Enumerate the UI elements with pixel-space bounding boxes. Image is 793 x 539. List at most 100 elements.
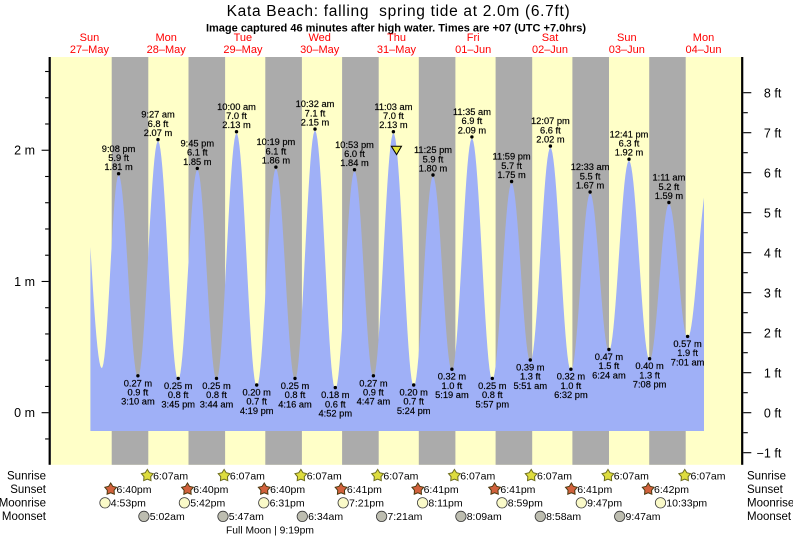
svg-text:11:59 pm: 11:59 pm — [493, 152, 531, 162]
svg-text:1.3 ft: 1.3 ft — [520, 372, 541, 382]
svg-text:6:07am: 6:07am — [691, 470, 726, 482]
svg-text:1.59 m: 1.59 m — [655, 191, 684, 201]
svg-text:Sun: Sun — [80, 32, 100, 44]
svg-text:0.25 m: 0.25 m — [281, 381, 310, 391]
svg-text:5:51 am: 5:51 am — [514, 381, 548, 391]
svg-text:−1 ft: −1 ft — [757, 447, 782, 461]
svg-text:0.6 ft: 0.6 ft — [325, 399, 346, 409]
svg-text:6:40pm: 6:40pm — [270, 484, 305, 496]
svg-text:6:41pm: 6:41pm — [347, 484, 382, 496]
svg-text:8:58am: 8:58am — [546, 511, 581, 523]
svg-text:4:16 am: 4:16 am — [278, 399, 312, 409]
svg-text:28–May: 28–May — [147, 44, 187, 56]
svg-text:6.8 ft: 6.8 ft — [148, 119, 169, 129]
svg-text:6:07am: 6:07am — [153, 470, 188, 482]
svg-text:2.09 m: 2.09 m — [458, 125, 487, 135]
svg-text:6.1 ft: 6.1 ft — [187, 148, 208, 158]
svg-text:7 ft: 7 ft — [764, 127, 782, 141]
svg-text:2.02 m: 2.02 m — [536, 135, 565, 145]
svg-text:5:42pm: 5:42pm — [190, 498, 225, 510]
svg-text:Sunset: Sunset — [747, 484, 784, 496]
svg-text:3 ft: 3 ft — [764, 287, 782, 301]
svg-text:1.86 m: 1.86 m — [262, 156, 291, 166]
svg-text:6:40pm: 6:40pm — [117, 484, 152, 496]
svg-text:Kata Beach: falling spring ti: Kata Beach: falling spring tide at 2.0m … — [227, 3, 571, 20]
svg-text:4:19 pm: 4:19 pm — [240, 406, 274, 416]
svg-text:8:11pm: 8:11pm — [428, 498, 462, 510]
svg-text:6:40pm: 6:40pm — [193, 484, 228, 496]
svg-text:29–May: 29–May — [223, 44, 263, 56]
svg-text:6.0 ft: 6.0 ft — [344, 149, 365, 159]
svg-text:5:19 am: 5:19 am — [435, 390, 469, 400]
svg-text:0.25 m: 0.25 m — [164, 381, 193, 391]
svg-text:2 m: 2 m — [14, 144, 35, 158]
svg-text:6.6 ft: 6.6 ft — [540, 125, 561, 135]
svg-text:6:42pm: 6:42pm — [654, 484, 689, 496]
svg-text:11:25 pm: 11:25 pm — [414, 145, 452, 155]
svg-text:Sunrise: Sunrise — [747, 470, 786, 482]
svg-text:8:59pm: 8:59pm — [508, 498, 543, 510]
svg-text:Image captured 46 minutes afte: Image captured 46 minutes after high wat… — [206, 23, 586, 35]
svg-text:0.25 m: 0.25 m — [202, 381, 231, 391]
svg-text:3:45 pm: 3:45 pm — [161, 399, 195, 409]
svg-text:7:01 am: 7:01 am — [671, 357, 705, 367]
svg-text:0.47 m: 0.47 m — [595, 352, 624, 362]
svg-text:0.8 ft: 0.8 ft — [285, 390, 306, 400]
svg-text:0.27 m: 0.27 m — [359, 378, 388, 388]
svg-text:5.2 ft: 5.2 ft — [659, 182, 680, 192]
svg-text:6 ft: 6 ft — [764, 167, 782, 181]
svg-text:0.18 m: 0.18 m — [321, 390, 350, 400]
svg-text:Sunset: Sunset — [10, 484, 47, 496]
svg-text:01–Jun: 01–Jun — [455, 44, 491, 56]
svg-text:5:57 pm: 5:57 pm — [476, 399, 510, 409]
svg-text:Mon: Mon — [155, 32, 176, 44]
svg-text:5 ft: 5 ft — [764, 207, 782, 221]
svg-text:Wed: Wed — [308, 32, 330, 44]
svg-text:10:32 am: 10:32 am — [296, 99, 335, 109]
svg-text:4 ft: 4 ft — [764, 247, 782, 261]
svg-text:10:19 pm: 10:19 pm — [257, 137, 296, 147]
svg-text:6:41pm: 6:41pm — [500, 484, 535, 496]
svg-text:8 ft: 8 ft — [764, 87, 782, 101]
svg-text:2 ft: 2 ft — [764, 327, 782, 341]
svg-text:1.67 m: 1.67 m — [576, 181, 605, 191]
svg-text:0.9 ft: 0.9 ft — [363, 388, 384, 398]
svg-text:0.7 ft: 0.7 ft — [246, 397, 267, 407]
svg-text:7.1 ft: 7.1 ft — [305, 108, 326, 118]
svg-text:3:44 am: 3:44 am — [200, 399, 234, 409]
svg-text:27–May: 27–May — [70, 44, 110, 56]
svg-text:9:45 pm: 9:45 pm — [181, 139, 215, 149]
svg-text:6:07am: 6:07am — [307, 470, 342, 482]
svg-text:Full Moon | 9:19pm: Full Moon | 9:19pm — [226, 526, 314, 537]
svg-text:Moonset: Moonset — [747, 511, 792, 523]
svg-text:0.8 ft: 0.8 ft — [168, 390, 189, 400]
svg-text:03–Jun: 03–Jun — [609, 44, 645, 56]
svg-text:6.9 ft: 6.9 ft — [462, 116, 483, 126]
svg-text:6.3 ft: 6.3 ft — [619, 139, 640, 149]
svg-text:9:08 pm: 9:08 pm — [102, 144, 136, 154]
svg-text:5:47am: 5:47am — [229, 511, 264, 523]
svg-text:2.07 m: 2.07 m — [144, 128, 173, 138]
svg-text:31–May: 31–May — [377, 44, 417, 56]
svg-text:5:24 pm: 5:24 pm — [397, 406, 431, 416]
svg-text:5.7 ft: 5.7 ft — [501, 161, 522, 171]
svg-text:0.32 m: 0.32 m — [438, 372, 467, 382]
svg-text:Mon: Mon — [693, 32, 714, 44]
svg-text:0.7 ft: 0.7 ft — [403, 397, 424, 407]
svg-text:5.5 ft: 5.5 ft — [580, 171, 601, 181]
svg-text:9:47am: 9:47am — [626, 511, 661, 523]
svg-text:7.0 ft: 7.0 ft — [226, 111, 247, 121]
svg-text:Moonset: Moonset — [2, 511, 47, 523]
svg-text:30–May: 30–May — [300, 44, 340, 56]
svg-text:Sun: Sun — [617, 32, 637, 44]
svg-text:6:07am: 6:07am — [230, 470, 265, 482]
svg-text:1.75 m: 1.75 m — [497, 170, 526, 180]
svg-text:1.81 m: 1.81 m — [104, 162, 133, 172]
svg-text:2.15 m: 2.15 m — [301, 118, 330, 128]
svg-text:0.9 ft: 0.9 ft — [128, 388, 149, 398]
svg-text:Tue: Tue — [234, 32, 253, 44]
svg-text:10:00 am: 10:00 am — [217, 102, 256, 112]
svg-text:0.20 m: 0.20 m — [399, 388, 428, 398]
svg-text:Fri: Fri — [467, 32, 480, 44]
svg-text:12:07 pm: 12:07 pm — [531, 116, 570, 126]
